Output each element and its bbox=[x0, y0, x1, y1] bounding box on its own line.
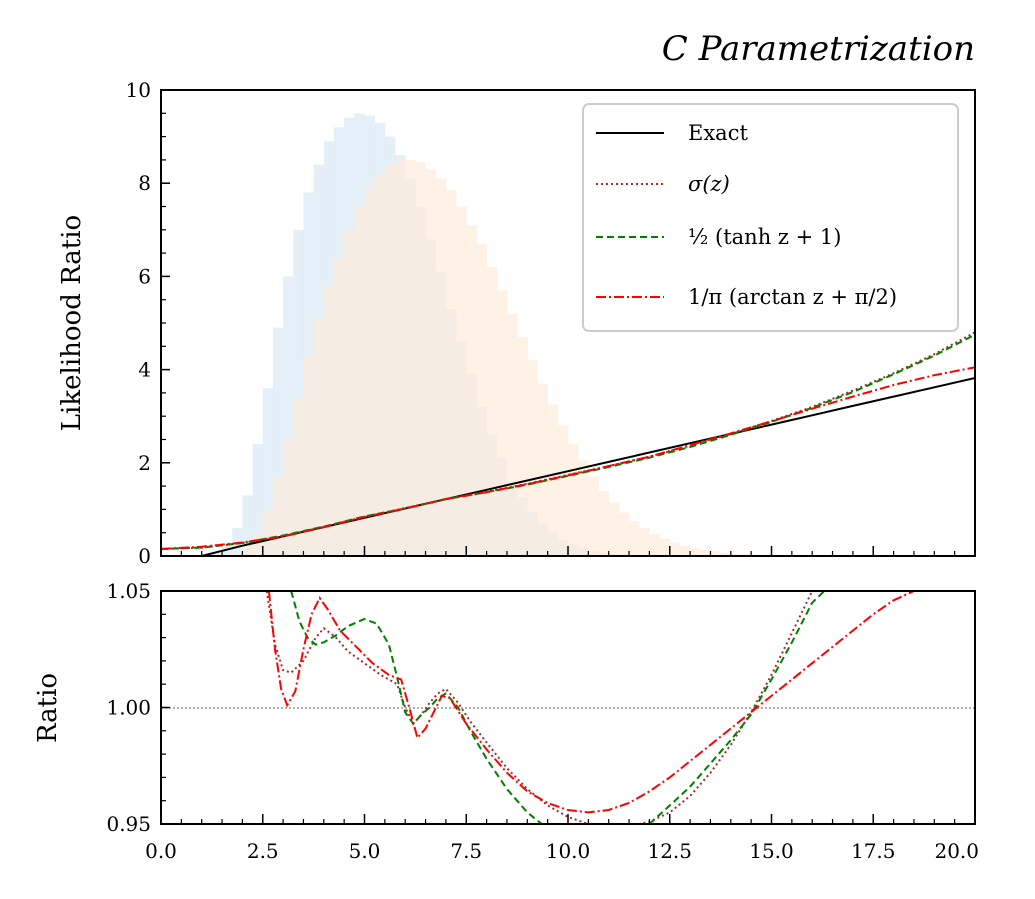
histogram-2-bin bbox=[395, 159, 406, 556]
histogram-2-bin bbox=[720, 552, 732, 556]
histogram-2-bin bbox=[669, 542, 681, 556]
histogram-2-bin bbox=[415, 162, 426, 556]
histogram-2-bin bbox=[537, 383, 549, 556]
main-panel: 0 2 4 6 8 10 Likelihood Ratio Exact σ(z) ½ (t… bbox=[57, 78, 976, 568]
histogram-2-bin bbox=[649, 534, 660, 556]
main-y-tick-label: 4 bbox=[138, 358, 151, 382]
histogram-2-bin bbox=[252, 532, 264, 556]
histogram-2-bin bbox=[374, 173, 386, 556]
ratio-x-tick-label: 0.0 bbox=[145, 839, 177, 863]
histogram-2-bin bbox=[486, 267, 498, 556]
histogram-1-bin bbox=[222, 546, 233, 556]
histogram-2-bin bbox=[435, 178, 447, 556]
histogram-2-bin bbox=[405, 159, 416, 556]
legend-box bbox=[582, 103, 959, 332]
main-plot-frame bbox=[160, 89, 976, 557]
histogram-2-bin bbox=[303, 355, 315, 556]
histogram-2-bin bbox=[578, 460, 589, 556]
histogram-2-bin bbox=[333, 257, 345, 556]
histogram-2-bin bbox=[700, 549, 711, 556]
histogram-2-bin bbox=[588, 476, 599, 556]
main-y-tick-label: 0 bbox=[138, 544, 151, 568]
ratio-line-dashdot-ff0000 bbox=[267, 591, 915, 814]
histogram-2-bin bbox=[354, 206, 365, 556]
histogram-2-bin bbox=[639, 528, 650, 556]
ratio-y-tick-label: 1.05 bbox=[106, 579, 151, 603]
histogram-2-bin bbox=[679, 545, 691, 556]
histogram-1-bin bbox=[272, 327, 284, 556]
histogram-2-bin bbox=[272, 476, 284, 556]
histogram-1-bin bbox=[293, 229, 304, 556]
histogram-2-bin bbox=[598, 490, 610, 556]
histogram-1-bin bbox=[211, 553, 223, 556]
ratio-line-dotted-a52a2a bbox=[265, 591, 814, 824]
legend-label-sigmoid: σ(z) bbox=[688, 172, 730, 196]
ratio-x-tick-label: 5.0 bbox=[349, 839, 381, 863]
main-line-dashdot-ff0000 bbox=[161, 366, 975, 550]
histogram-2-bin bbox=[262, 509, 274, 556]
histogram-2-bin bbox=[466, 225, 477, 556]
histogram-2-bin bbox=[445, 190, 457, 556]
ratio-panel: 0.95 1.00 1.05 0.0 2.5 5.0 7.5 10.0 12.5 15.0 17.5… bbox=[33, 579, 979, 863]
ratio-axis-ticks: 0.95 1.00 1.05 0.0 2.5 5.0 7.5 10.0 12.5 15.0 17.5… bbox=[106, 579, 979, 863]
legend-label-arctan: 1/π (arctan z + π/2) bbox=[688, 285, 897, 309]
main-axis-ticks: 0 2 4 6 8 10 bbox=[126, 78, 976, 568]
histogram-2-bin bbox=[608, 502, 620, 556]
histogram-2-bin bbox=[690, 548, 701, 556]
histogram-2-bin bbox=[496, 290, 508, 556]
ratio-x-tick-label: 12.5 bbox=[647, 839, 692, 863]
ratio-y-tick-label: 1.00 bbox=[106, 696, 151, 720]
histogram-2-bin bbox=[557, 425, 569, 556]
histogram-2-bin bbox=[547, 404, 559, 556]
main-y-tick-label: 10 bbox=[126, 78, 151, 102]
histogram-2-bin bbox=[293, 397, 304, 556]
ratio-plot-frame bbox=[160, 590, 976, 825]
histogram-2-bin bbox=[364, 187, 376, 556]
histogram-2-bin bbox=[710, 551, 722, 556]
histogram-2-bin bbox=[730, 553, 742, 556]
histogram-2-bin bbox=[476, 243, 487, 556]
histogram-2-bin bbox=[313, 318, 325, 556]
histogram-1-bin bbox=[283, 276, 294, 556]
histogram-2-bin bbox=[456, 206, 467, 556]
main-y-tick-label: 2 bbox=[138, 451, 151, 475]
histogram-2-bin bbox=[618, 512, 630, 556]
histogram-2-bin bbox=[659, 538, 671, 556]
ratio-x-tick-label: 10.0 bbox=[546, 839, 591, 863]
main-y-axis-label: Likelihood Ratio bbox=[57, 215, 87, 431]
main-histograms bbox=[211, 113, 844, 556]
histogram-1-bin bbox=[242, 495, 253, 556]
ratio-x-tick-label: 17.5 bbox=[851, 839, 896, 863]
main-line-dashed-008000 bbox=[161, 333, 975, 550]
histogram-2-bin bbox=[242, 546, 253, 556]
ratio-x-tick-label: 20.0 bbox=[934, 839, 979, 863]
main-curves bbox=[161, 331, 975, 556]
legend-label-exact: Exact bbox=[688, 121, 748, 145]
ratio-y-axis-label: Ratio bbox=[33, 673, 63, 743]
ratio-y-tick-label: 0.95 bbox=[106, 812, 151, 836]
ratio-x-tick-label: 15.0 bbox=[749, 839, 794, 863]
legend: Exact σ(z) ½ (tanh z + 1) 1/π (arctan z … bbox=[582, 103, 959, 332]
main-y-tick-label: 8 bbox=[138, 171, 151, 195]
main-y-tick-label: 6 bbox=[138, 264, 151, 288]
histogram-2-bin bbox=[568, 444, 579, 556]
histogram-2-bin bbox=[506, 313, 518, 556]
histogram-2-bin bbox=[517, 336, 528, 556]
ratio-x-tick-label: 2.5 bbox=[247, 839, 279, 863]
chart-title: C Parametrization bbox=[662, 29, 975, 69]
histogram-2-bin bbox=[527, 360, 538, 556]
histogram-2-bin bbox=[425, 169, 437, 556]
histogram-2-bin bbox=[344, 229, 355, 556]
histogram-2-bin bbox=[232, 553, 243, 556]
histogram-1-bin bbox=[262, 388, 274, 556]
histogram-1-bin bbox=[252, 444, 264, 556]
histogram-2-bin bbox=[384, 164, 396, 556]
histogram-2-bin bbox=[283, 439, 294, 556]
histogram-2-bin bbox=[629, 521, 640, 556]
histogram-2-bin bbox=[323, 285, 335, 556]
ratio-curves bbox=[265, 591, 915, 824]
legend-label-tanh: ½ (tanh z + 1) bbox=[688, 225, 841, 249]
ratio-x-tick-label: 7.5 bbox=[450, 839, 482, 863]
